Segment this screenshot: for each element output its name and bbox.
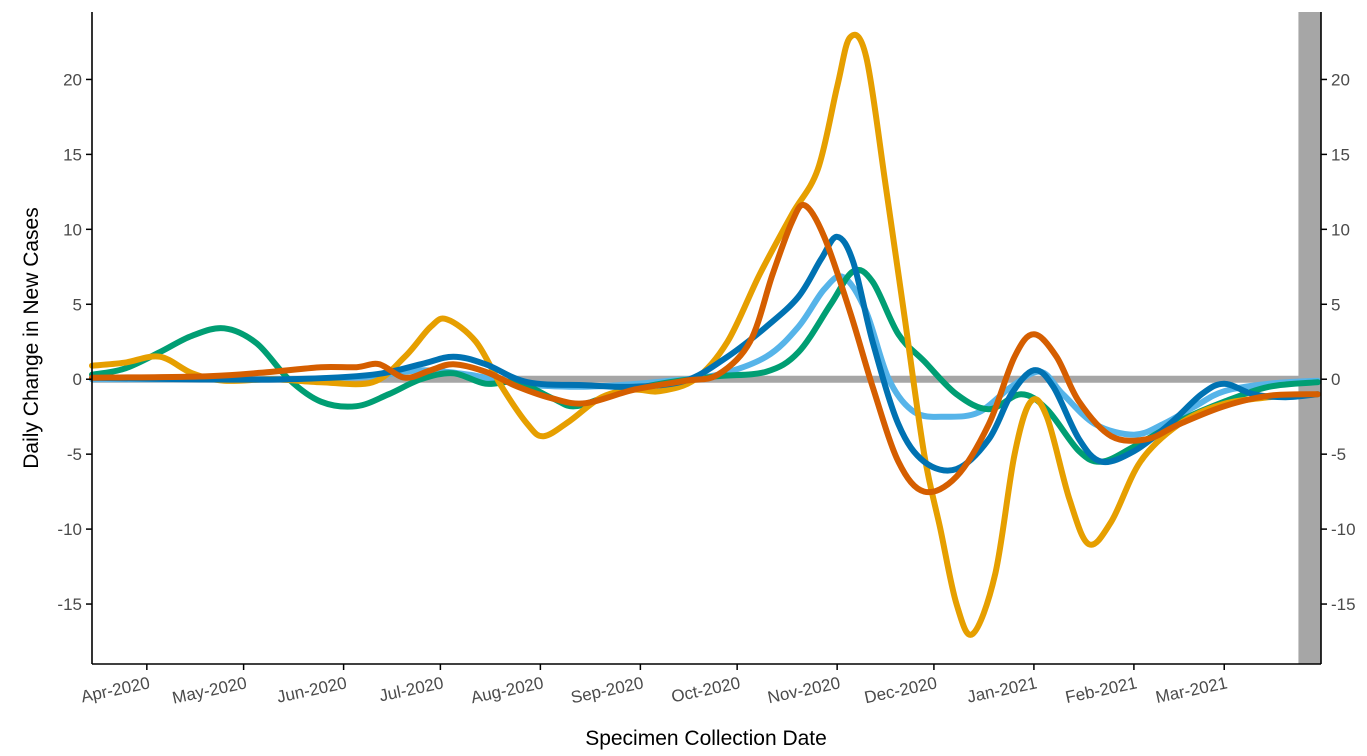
y-tick-label-right: -15: [1331, 595, 1356, 614]
x-axis-title: Specimen Collection Date: [585, 727, 827, 750]
y-tick-label-right: 20: [1331, 70, 1350, 89]
y-tick-label-right: -5: [1331, 445, 1346, 464]
x-tick-label: Jul-2020: [377, 673, 445, 705]
x-tick-label: May-2020: [171, 673, 249, 707]
y-tick-label-left: 0: [73, 370, 82, 389]
y-tick-label-right: -10: [1331, 520, 1356, 539]
series-line-3: [89, 31, 1321, 638]
y-tick-label-right: 0: [1331, 370, 1340, 389]
y-tick-label-left: 5: [73, 295, 82, 314]
x-tick-label: Aug-2020: [469, 673, 545, 707]
series-group: [89, 31, 1321, 638]
x-tick-label: Jan-2021: [965, 673, 1038, 706]
y-tick-label-left: -5: [67, 445, 82, 464]
x-axis-ticks: Apr-2020 May-2020 Jun-2020 Jul-2020 Aug-2020…: [79, 664, 1229, 708]
x-tick-label: Mar-2021: [1154, 673, 1229, 707]
y-tick-label-right: 15: [1331, 145, 1350, 164]
y-tick-label-left: 20: [63, 70, 82, 89]
y-tick-label-right: 10: [1331, 220, 1350, 239]
y-tick-label-left: -10: [57, 520, 82, 539]
y-axis-title: Daily Change in New Cases: [20, 207, 43, 468]
series-line-1: [89, 273, 1321, 438]
x-tick-label: Nov-2020: [766, 673, 842, 707]
y-tick-label-left: 15: [63, 145, 82, 164]
x-tick-label: Sep-2020: [569, 673, 645, 707]
x-tick-label: Dec-2020: [863, 673, 939, 707]
y-tick-label-right: 5: [1331, 295, 1340, 314]
shaded-region: [1298, 12, 1321, 664]
series-line-5: [89, 201, 1321, 496]
series-line-4: [89, 233, 1321, 474]
y-axis-ticks: 20 20 15 15 10 10 5 5 0 0 -5 -5 -10 -10 -15 -15: [57, 70, 1355, 614]
x-tick-label: Apr-2020: [79, 673, 151, 706]
x-tick-label: Feb-2021: [1064, 673, 1139, 707]
x-tick-label: Oct-2020: [670, 673, 742, 706]
y-tick-label-left: -15: [57, 595, 82, 614]
x-tick-label: Jun-2020: [275, 673, 348, 706]
y-tick-label-left: 10: [63, 220, 82, 239]
